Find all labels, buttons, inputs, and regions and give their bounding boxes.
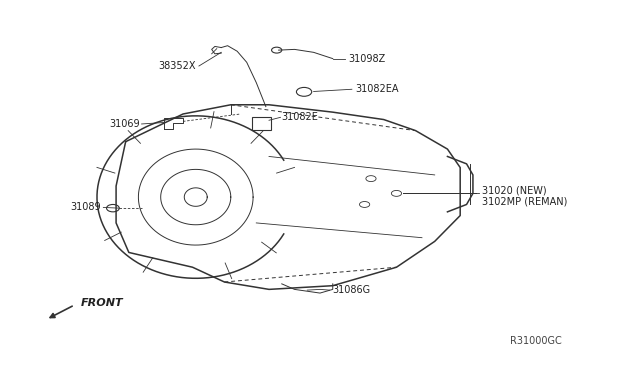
Text: 38352X: 38352X [158, 61, 196, 71]
Text: 31020 (NEW): 31020 (NEW) [483, 185, 547, 195]
Text: FRONT: FRONT [81, 298, 124, 308]
Text: 31082EA: 31082EA [355, 84, 399, 94]
Text: 31086G: 31086G [333, 285, 371, 295]
Text: R31000GC: R31000GC [510, 336, 562, 346]
Text: 31098Z: 31098Z [349, 54, 386, 64]
Text: 31069: 31069 [109, 119, 140, 129]
Text: 31082E: 31082E [282, 112, 319, 122]
Text: 31089: 31089 [71, 202, 101, 212]
Text: 3102MP (REMAN): 3102MP (REMAN) [483, 196, 568, 206]
